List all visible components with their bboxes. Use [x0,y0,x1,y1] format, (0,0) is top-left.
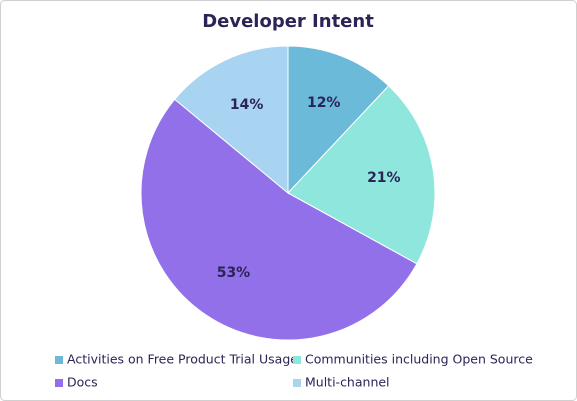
legend-label: Docs [67,375,98,390]
value-label: 14% [230,97,264,113]
pie-slice [140,98,418,341]
value-label: 21% [367,170,401,186]
legend-swatch [293,356,301,364]
legend-swatch [55,379,63,387]
value-label: 53% [217,265,251,281]
legend-swatch [55,356,63,364]
chart-title: Developer Intent [202,11,374,32]
pie-slice [174,45,289,195]
legend-label: Communities including Open Source [305,352,533,367]
value-label: 12% [307,95,341,111]
legend-label: Activities on Free Product Trial Usage [67,352,298,367]
pie-slice [287,45,390,195]
legend-swatch [293,379,301,387]
legend-label: Multi-channel [305,375,390,390]
pie-slice [287,85,436,265]
